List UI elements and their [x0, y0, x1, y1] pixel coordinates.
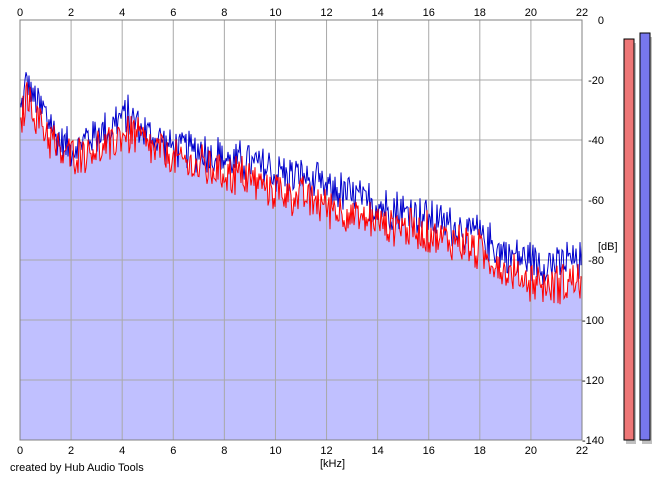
level-meter-bar	[639, 32, 651, 441]
level-meter-bar	[623, 38, 635, 441]
x-tick-label-top: 18	[474, 7, 486, 19]
grid-layer	[20, 20, 582, 440]
y-tick-label: -60	[588, 195, 604, 207]
x-tick-label-bottom: 6	[170, 445, 176, 457]
x-tick-label-bottom: 10	[269, 445, 281, 457]
y-tick-label: -120	[582, 375, 604, 387]
series-line-blue	[19, 72, 583, 285]
level-meters	[623, 32, 652, 444]
y-tick-label: -80	[588, 255, 604, 267]
x-tick-label-bottom: 20	[525, 445, 537, 457]
x-tick-label-top: 2	[68, 7, 74, 19]
x-tick-label-top: 10	[269, 7, 281, 19]
x-tick-label-top: 16	[423, 7, 435, 19]
x-tick-label-top: 20	[525, 7, 537, 19]
x-tick-label-bottom: 0	[17, 445, 23, 457]
x-tick-label-top: 14	[372, 7, 384, 19]
x-tick-label-bottom: 8	[221, 445, 227, 457]
y-axis-label: [dB]	[598, 241, 618, 253]
x-tick-label-bottom: 12	[320, 445, 332, 457]
x-tick-label-bottom: 18	[474, 445, 486, 457]
x-tick-label-bottom: 2	[68, 445, 74, 457]
y-tick-label: 0	[598, 15, 604, 27]
credit-text: created by Hub Audio Tools	[10, 462, 144, 474]
x-tick-label-top: 4	[119, 7, 125, 19]
x-tick-label-bottom: 14	[372, 445, 384, 457]
y-tick-label: -20	[588, 75, 604, 87]
x-tick-label-top: 6	[170, 7, 176, 19]
x-tick-label-bottom: 22	[576, 445, 588, 457]
y-tick-label: -100	[582, 315, 604, 327]
x-tick-label-bottom: 16	[423, 445, 435, 457]
series-layer	[19, 72, 583, 305]
tick-label-layer: 002244668810101212141416161818202022220-…	[17, 7, 604, 457]
x-tick-label-bottom: 4	[119, 445, 125, 457]
series-line-red	[19, 81, 583, 305]
x-axis-label: [kHz]	[320, 458, 345, 470]
x-tick-label-top: 22	[576, 7, 588, 19]
plot-border	[19, 19, 583, 441]
y-tick-label: -140	[582, 435, 604, 447]
x-tick-label-top: 8	[221, 7, 227, 19]
x-tick-label-top: 0	[17, 7, 23, 19]
spectrum-fill-layer	[20, 82, 582, 440]
spectrum-area	[20, 82, 582, 440]
y-tick-label: -40	[588, 135, 604, 147]
x-tick-label-top: 12	[320, 7, 332, 19]
